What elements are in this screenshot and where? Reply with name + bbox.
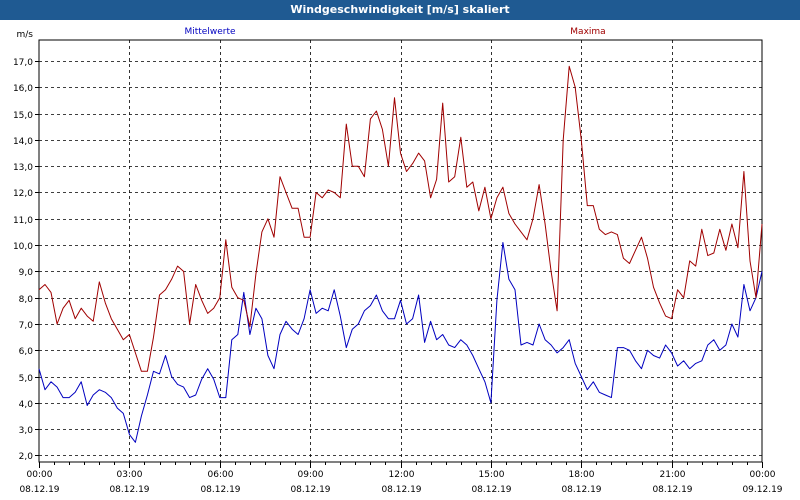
y-tick-label: 11,0 [13, 216, 33, 226]
y-tick-label: 17,0 [13, 58, 33, 68]
x-tick-time: 18:00 [569, 470, 595, 480]
title-bar: Windgeschwindigkeit [m/s] skaliert [0, 0, 800, 20]
plot-area [38, 39, 763, 463]
x-tick-date: 08.12.19 [200, 485, 240, 495]
series-layer [38, 65, 763, 443]
x-tick-time: 09:00 [298, 470, 324, 480]
x-tick-date: 08.12.19 [471, 485, 511, 495]
grid-lines [39, 40, 762, 462]
legend-entry-mittelwerte: Mittelwerte [184, 27, 235, 37]
x-tick-date: 08.12.19 [109, 485, 149, 495]
y-tick-label: 3,0 [19, 426, 34, 436]
x-tick-time: 00:00 [27, 470, 53, 480]
series-line-maxima [38, 65, 763, 372]
y-tick-label: 2,0 [19, 452, 34, 462]
y-tick-label: 16,0 [13, 84, 33, 94]
x-tick-date: 08.12.19 [290, 485, 330, 495]
y-tick-label: 7,0 [19, 321, 34, 331]
y-tick-label: 10,0 [13, 242, 33, 252]
x-tick-date: 08.12.19 [19, 485, 59, 495]
axis-layer: 2,0 3,0 4,0 5,0 6,0 7,0 8,0 9,0 10,0 11,0 12,0 13,0… [13, 30, 783, 495]
y-tick-label: 8,0 [19, 295, 34, 305]
y-axis-label: m/s [17, 30, 34, 40]
x-tick-time: 03:00 [117, 470, 143, 480]
series-line-mittelwerte [38, 242, 763, 443]
legend-entry-maxima: Maxima [570, 27, 605, 37]
y-tick-label: 12,0 [13, 189, 33, 199]
y-tick-label: 4,0 [19, 400, 34, 410]
x-tick-time: 15:00 [479, 470, 505, 480]
y-tick-label: 6,0 [19, 347, 34, 357]
x-tick-date: 08.12.19 [561, 485, 601, 495]
y-tick-label: 14,0 [13, 137, 33, 147]
x-tick-time: 21:00 [660, 470, 686, 480]
y-tick-label: 5,0 [19, 374, 34, 384]
x-tick-date: 09.12.19 [742, 485, 782, 495]
x-tick-time: 12:00 [389, 470, 415, 480]
y-tick-label: 13,0 [13, 163, 33, 173]
x-tick-date: 08.12.19 [652, 485, 692, 495]
y-tick-label: 15,0 [13, 111, 33, 121]
legend: Mittelwerte Maxima [184, 27, 605, 37]
x-tick-time: 06:00 [208, 470, 234, 480]
y-tick-label: 9,0 [19, 268, 34, 278]
x-tick-date: 08.12.19 [381, 485, 421, 495]
x-tick-time: 00:00 [750, 470, 776, 480]
